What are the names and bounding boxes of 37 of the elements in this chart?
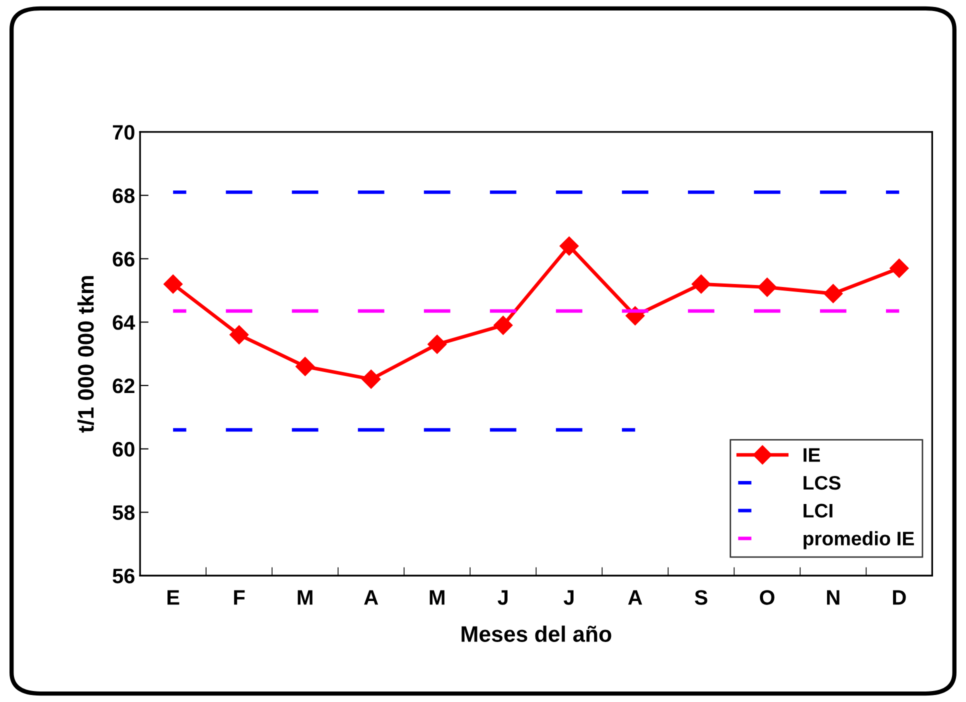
point [494,316,513,335]
x-tick-label: M [430,590,444,605]
point [692,274,711,294]
legend-label: LCI [804,504,832,518]
point [758,278,777,297]
legend-label: promedio IE [804,531,914,550]
legend-label: IE [804,448,820,462]
point [560,236,579,256]
y-tick-label: 64 [112,315,136,330]
point [164,274,183,294]
y-tick-label: 68 [112,188,135,204]
y-axis-title: t/1 000 000 tkm [77,276,94,433]
x-tick-label: A [364,590,378,605]
point [890,258,909,278]
point [824,284,843,304]
y-tick-label: 58 [112,505,135,520]
y-tick-label: 70 [112,124,134,140]
x-tick-label: E [168,590,180,605]
x-tick-label: O [760,590,774,605]
y-tick-label: 62 [112,378,134,394]
y-tick-label: 66 [112,252,134,266]
x-axis-title: Meses del año [462,626,612,642]
point [362,370,381,389]
x-tick-label: F [234,590,245,605]
y-tick-label: 56 [112,568,134,584]
x-tick-label: J [564,590,574,605]
x-tick-label: M [298,590,312,605]
legend-label: LCS [804,476,840,490]
x-tick-label: N [827,590,840,605]
point [428,334,447,354]
point [230,325,249,344]
x-tick-label: A [628,590,642,605]
point [296,356,315,376]
y-tick-label: 60 [112,442,134,457]
x-tick-label: S [694,590,708,605]
x-tick-label: J [498,590,508,605]
x-tick-label: D [893,590,906,605]
